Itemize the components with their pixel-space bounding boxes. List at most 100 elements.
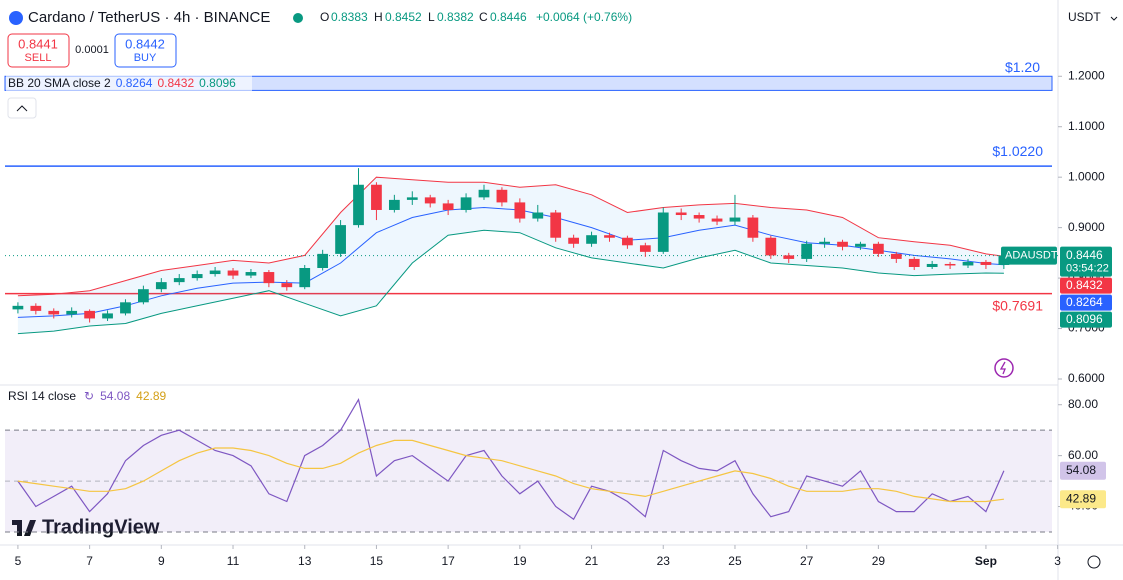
l-label: L bbox=[428, 10, 435, 24]
x-tick-label: 7 bbox=[86, 554, 93, 568]
candle-body bbox=[980, 261, 992, 265]
sell-label[interactable]: SELL bbox=[25, 52, 52, 64]
candle-body bbox=[388, 199, 400, 210]
rsi-line bbox=[17, 439, 1004, 503]
legend-value: 54.08 bbox=[100, 389, 130, 403]
symbol-icon bbox=[9, 11, 23, 25]
level-label: $1.0220 bbox=[992, 143, 1043, 159]
candle-body bbox=[855, 243, 866, 247]
bb-line bbox=[17, 229, 1004, 335]
h-value: 0.8452 bbox=[385, 10, 422, 24]
candle-body bbox=[263, 272, 275, 284]
indicator-tag-label: 0.8264 bbox=[1066, 295, 1103, 309]
candle-body bbox=[962, 261, 974, 266]
x-tick-label: 25 bbox=[728, 554, 742, 568]
symbol-tag bbox=[1001, 246, 1057, 265]
legend: BB 20 SMA close 2 0.8264 0.8432 0.8096 bbox=[8, 76, 236, 90]
indicator-tag bbox=[1060, 294, 1112, 311]
indicator-tag-label: 0.8096 bbox=[1066, 312, 1103, 326]
h-label: H bbox=[374, 10, 383, 24]
x-tick-label: 13 bbox=[298, 554, 312, 568]
candle-body bbox=[12, 305, 24, 310]
indicator-tag bbox=[1060, 277, 1112, 294]
countdown: 03:54:22 bbox=[1066, 262, 1109, 274]
candle-body bbox=[801, 243, 813, 259]
x-tick-label: 27 bbox=[800, 554, 814, 568]
sell-button[interactable] bbox=[7, 33, 70, 68]
y-tick-label: 0.9000 bbox=[1068, 220, 1105, 234]
candle-body bbox=[837, 241, 848, 247]
symbol-tag-label: ADAUSDT bbox=[1005, 249, 1058, 261]
candle-body bbox=[191, 274, 203, 279]
candle-body bbox=[173, 278, 185, 283]
candle-body bbox=[729, 217, 741, 222]
legend-value: 0.8264 bbox=[116, 76, 153, 90]
x-tick-label: 9 bbox=[158, 554, 165, 568]
x-tick-label: Sep bbox=[975, 554, 997, 568]
buy-label[interactable]: BUY bbox=[134, 52, 157, 64]
candle-body bbox=[138, 289, 149, 303]
indicator-tag-label: 0.8432 bbox=[1066, 278, 1103, 292]
candle-body bbox=[532, 212, 544, 219]
zone-label: $1.20 bbox=[1005, 59, 1040, 75]
alert-icon[interactable] bbox=[994, 358, 1014, 378]
last-price-tag-label: 0.8446 bbox=[1066, 248, 1103, 262]
candle-body bbox=[657, 212, 669, 252]
legend-value: 0.8432 bbox=[157, 76, 194, 90]
candle-body bbox=[209, 270, 221, 275]
rsi-tag-label: 54.08 bbox=[1066, 463, 1096, 477]
x-tick-label: 17 bbox=[441, 554, 455, 568]
candle-body bbox=[604, 235, 615, 238]
candle-body bbox=[550, 212, 562, 238]
legend: RSI 14 close ↻ 54.08 42.89 bbox=[8, 389, 166, 403]
last-price-tag bbox=[1060, 246, 1112, 277]
currency[interactable]: USDT bbox=[1068, 10, 1101, 24]
x-tick-label: 21 bbox=[585, 554, 599, 568]
rsi-tag bbox=[1060, 461, 1106, 480]
o-value: 0.8383 bbox=[331, 10, 368, 24]
candle-body bbox=[622, 237, 633, 246]
status-dot bbox=[293, 13, 303, 23]
candle-body bbox=[765, 237, 777, 256]
candle-body bbox=[586, 235, 597, 244]
rsi-tag bbox=[1060, 490, 1106, 509]
candle-body bbox=[872, 243, 884, 254]
currency-caret bbox=[1110, 16, 1118, 21]
collapse-button[interactable] bbox=[7, 97, 37, 119]
buy-button[interactable] bbox=[114, 33, 177, 68]
y-tick-label: 60.00 bbox=[1068, 448, 1098, 462]
legend-value: 42.89 bbox=[136, 389, 166, 403]
x-tick-label: 11 bbox=[227, 554, 240, 568]
candle-body bbox=[514, 202, 526, 219]
brand-name: TradingView bbox=[42, 516, 160, 538]
o-label: O bbox=[320, 10, 329, 24]
legend-title: RSI 14 close bbox=[8, 389, 76, 403]
rsi-line bbox=[17, 397, 1005, 521]
candle-body bbox=[66, 310, 78, 315]
candle-body bbox=[675, 212, 687, 216]
candle-body bbox=[84, 310, 95, 319]
zone bbox=[4, 75, 1053, 91]
candle-body bbox=[353, 184, 364, 226]
candle-body bbox=[281, 283, 293, 288]
candle-body bbox=[908, 258, 920, 267]
bb-line bbox=[17, 176, 1004, 297]
candle-body bbox=[227, 270, 239, 276]
candle-body bbox=[245, 272, 257, 276]
candle-body bbox=[747, 217, 759, 238]
buy-price[interactable]: 0.8442 bbox=[125, 36, 165, 51]
sell-price[interactable]: 0.8441 bbox=[18, 36, 58, 51]
settings-icon[interactable] bbox=[1087, 555, 1101, 569]
x-tick-label: 23 bbox=[657, 554, 671, 568]
candle-body bbox=[335, 225, 346, 254]
legend-icon: ↻ bbox=[84, 389, 94, 403]
x-tick-label: 19 bbox=[513, 554, 527, 568]
candle-body bbox=[30, 305, 42, 311]
candle-body bbox=[693, 215, 705, 219]
y-tick-label: 0.6000 bbox=[1068, 371, 1105, 385]
alert-bolt bbox=[999, 361, 1006, 375]
candle-body bbox=[496, 189, 508, 203]
x-tick-label: 5 bbox=[15, 554, 22, 568]
collapse-icon bbox=[16, 105, 28, 112]
indicator-tag bbox=[1060, 311, 1112, 328]
